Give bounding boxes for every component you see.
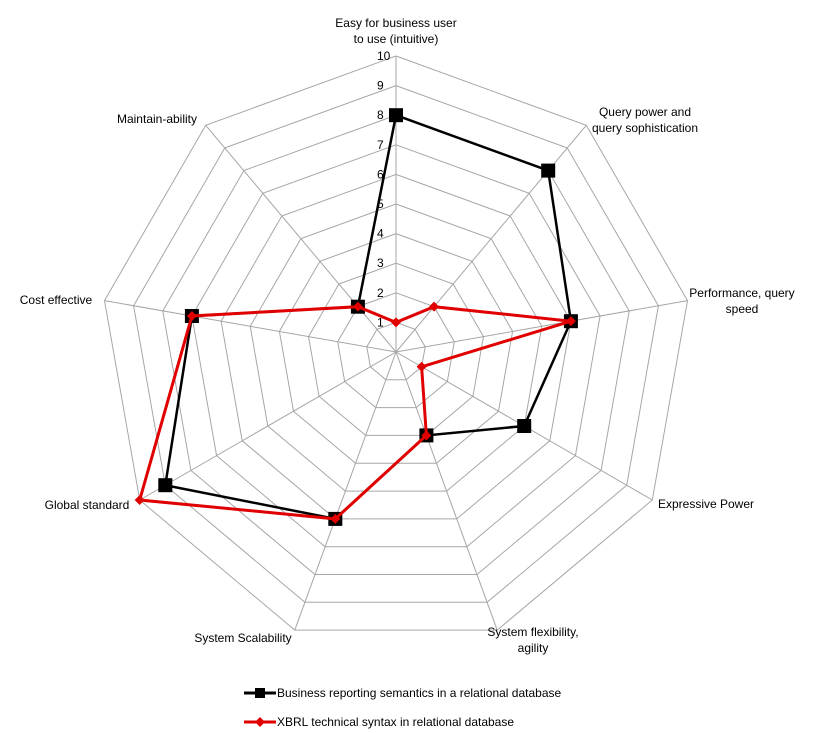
grid-ring-2	[337, 292, 455, 409]
axis-label-line: Expressive Power	[658, 497, 754, 511]
axis-label-line: to use (intuitive)	[354, 32, 439, 46]
tick-label: 1	[377, 315, 384, 329]
axis-spoke	[294, 351, 397, 631]
axis-label: Performance, query speed	[689, 286, 794, 316]
data-point-marker	[565, 316, 576, 327]
axis-spoke	[205, 124, 397, 353]
axis-label-line: System flexibility,	[487, 625, 578, 639]
data-point-marker	[421, 430, 432, 441]
axis-label-line: Query power and	[599, 105, 691, 119]
data-point-marker	[391, 317, 401, 328]
data-point-marker	[416, 361, 427, 372]
data-point-marker	[330, 513, 341, 524]
tick-label: 10	[377, 49, 391, 63]
axis-spoke	[139, 351, 397, 501]
legend-marker	[255, 717, 265, 727]
grid-ring-8	[162, 114, 630, 575]
tick-label: 8	[377, 108, 384, 122]
grid-ring-7	[191, 144, 601, 548]
grid-ring-1	[366, 321, 426, 381]
grid-ring-9	[133, 85, 659, 603]
grid-layer	[103, 55, 689, 631]
axis-label: Easy for business user to use (intuitive)	[335, 16, 456, 46]
axis-label-line: query sophistication	[592, 121, 698, 135]
series-line	[163, 113, 573, 521]
axis-label: Expressive Power	[658, 497, 754, 511]
series-layer	[134, 108, 578, 526]
axis-label: System Scalability	[194, 631, 291, 645]
data-point-marker	[158, 478, 173, 493]
tick-label: 6	[377, 167, 384, 181]
axis-label-line: agility	[518, 641, 549, 655]
axis-labels: Easy for business user to use (intuitive)…	[20, 16, 795, 655]
data-point-marker	[389, 108, 403, 123]
axis-label-line: Easy for business user	[335, 16, 456, 30]
series-2	[134, 301, 576, 524]
axis-label: Global standard	[45, 498, 130, 512]
series-line	[137, 305, 572, 521]
grid-ring-10	[103, 55, 689, 631]
data-point-marker	[429, 301, 440, 312]
axis-label-line: Global standard	[45, 498, 130, 512]
axis-label-line: System Scalability	[194, 631, 291, 645]
grid-ring-6	[220, 173, 572, 520]
axis-label-line: Performance, query	[689, 286, 794, 300]
tick-label: 9	[377, 79, 384, 93]
legend-item: Business reporting semantics in a relati…	[244, 686, 561, 700]
axis-spoke	[104, 300, 397, 353]
axis-label: Cost effective	[20, 293, 93, 307]
data-point-marker	[517, 419, 532, 433]
axis-spoke	[395, 351, 498, 631]
legend-label: XBRL technical syntax in relational data…	[277, 715, 514, 729]
axis-label-line: Cost effective	[20, 293, 93, 307]
tick-label: 2	[377, 286, 384, 300]
axis-label: System flexibility, agility	[487, 625, 578, 655]
tick-label: 3	[377, 256, 384, 270]
legend-label: Business reporting semantics in a relati…	[277, 686, 561, 700]
axis-spoke	[395, 124, 587, 353]
axis-spoke	[395, 300, 688, 353]
tick-label: 7	[377, 138, 384, 152]
data-point-marker	[352, 301, 363, 312]
tick-label: 4	[377, 227, 384, 241]
data-point-marker	[541, 163, 556, 178]
grid-ring-5	[249, 203, 543, 492]
tick-labels: 1 2 3 4 5 6 7 8 9 10	[377, 49, 391, 329]
axis-label: Maintain-ability	[117, 112, 197, 126]
data-point-marker	[186, 311, 197, 322]
legend-item: XBRL technical syntax in relational data…	[244, 715, 514, 729]
axis-label-line: speed	[726, 302, 759, 316]
tick-label: 5	[377, 197, 384, 211]
axis-label-line: Maintain-ability	[117, 112, 197, 126]
data-point-marker	[134, 495, 145, 505]
legend-marker	[255, 688, 265, 698]
legend: Business reporting semantics in a relati…	[244, 686, 561, 729]
axis-label: Query power and query sophistication	[592, 105, 698, 135]
